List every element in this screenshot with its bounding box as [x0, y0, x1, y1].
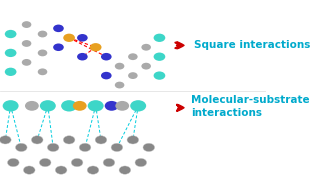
Circle shape — [61, 100, 77, 112]
Circle shape — [53, 43, 64, 51]
Circle shape — [25, 101, 39, 111]
Circle shape — [115, 82, 125, 88]
Circle shape — [141, 63, 151, 70]
Circle shape — [63, 136, 75, 144]
Circle shape — [77, 53, 88, 60]
Circle shape — [128, 53, 138, 60]
Circle shape — [23, 166, 35, 174]
Circle shape — [31, 136, 43, 144]
Circle shape — [111, 143, 123, 152]
Circle shape — [38, 31, 47, 37]
Circle shape — [0, 136, 11, 144]
Circle shape — [115, 101, 129, 111]
Circle shape — [47, 143, 59, 152]
Circle shape — [53, 25, 64, 32]
Circle shape — [22, 21, 31, 28]
Circle shape — [38, 50, 47, 56]
Circle shape — [141, 44, 151, 51]
Circle shape — [154, 71, 165, 80]
Circle shape — [87, 166, 99, 174]
Circle shape — [73, 101, 87, 111]
Circle shape — [5, 68, 16, 76]
Circle shape — [103, 158, 115, 167]
Circle shape — [127, 136, 139, 144]
Circle shape — [40, 100, 56, 112]
Circle shape — [71, 158, 83, 167]
Circle shape — [90, 43, 101, 51]
Circle shape — [119, 166, 131, 174]
Circle shape — [105, 101, 118, 111]
Circle shape — [8, 158, 19, 167]
Circle shape — [5, 49, 16, 57]
Circle shape — [77, 34, 88, 42]
Text: Molecular-substrate: Molecular-substrate — [191, 95, 310, 105]
Circle shape — [3, 100, 19, 112]
Circle shape — [79, 143, 91, 152]
Circle shape — [101, 53, 112, 60]
Circle shape — [128, 72, 138, 79]
Circle shape — [154, 34, 165, 42]
Text: interactions: interactions — [191, 108, 262, 118]
Circle shape — [88, 100, 104, 112]
Circle shape — [135, 158, 147, 167]
Circle shape — [154, 53, 165, 61]
Circle shape — [22, 40, 31, 47]
Circle shape — [39, 158, 51, 167]
Circle shape — [5, 30, 16, 38]
Text: Square interactions: Square interactions — [194, 40, 310, 50]
Circle shape — [143, 143, 155, 152]
Circle shape — [22, 59, 31, 66]
Circle shape — [115, 63, 125, 70]
Circle shape — [15, 143, 27, 152]
Circle shape — [95, 136, 107, 144]
Circle shape — [38, 68, 47, 75]
Circle shape — [63, 34, 75, 42]
Circle shape — [55, 166, 67, 174]
Circle shape — [130, 100, 146, 112]
Circle shape — [101, 72, 112, 79]
